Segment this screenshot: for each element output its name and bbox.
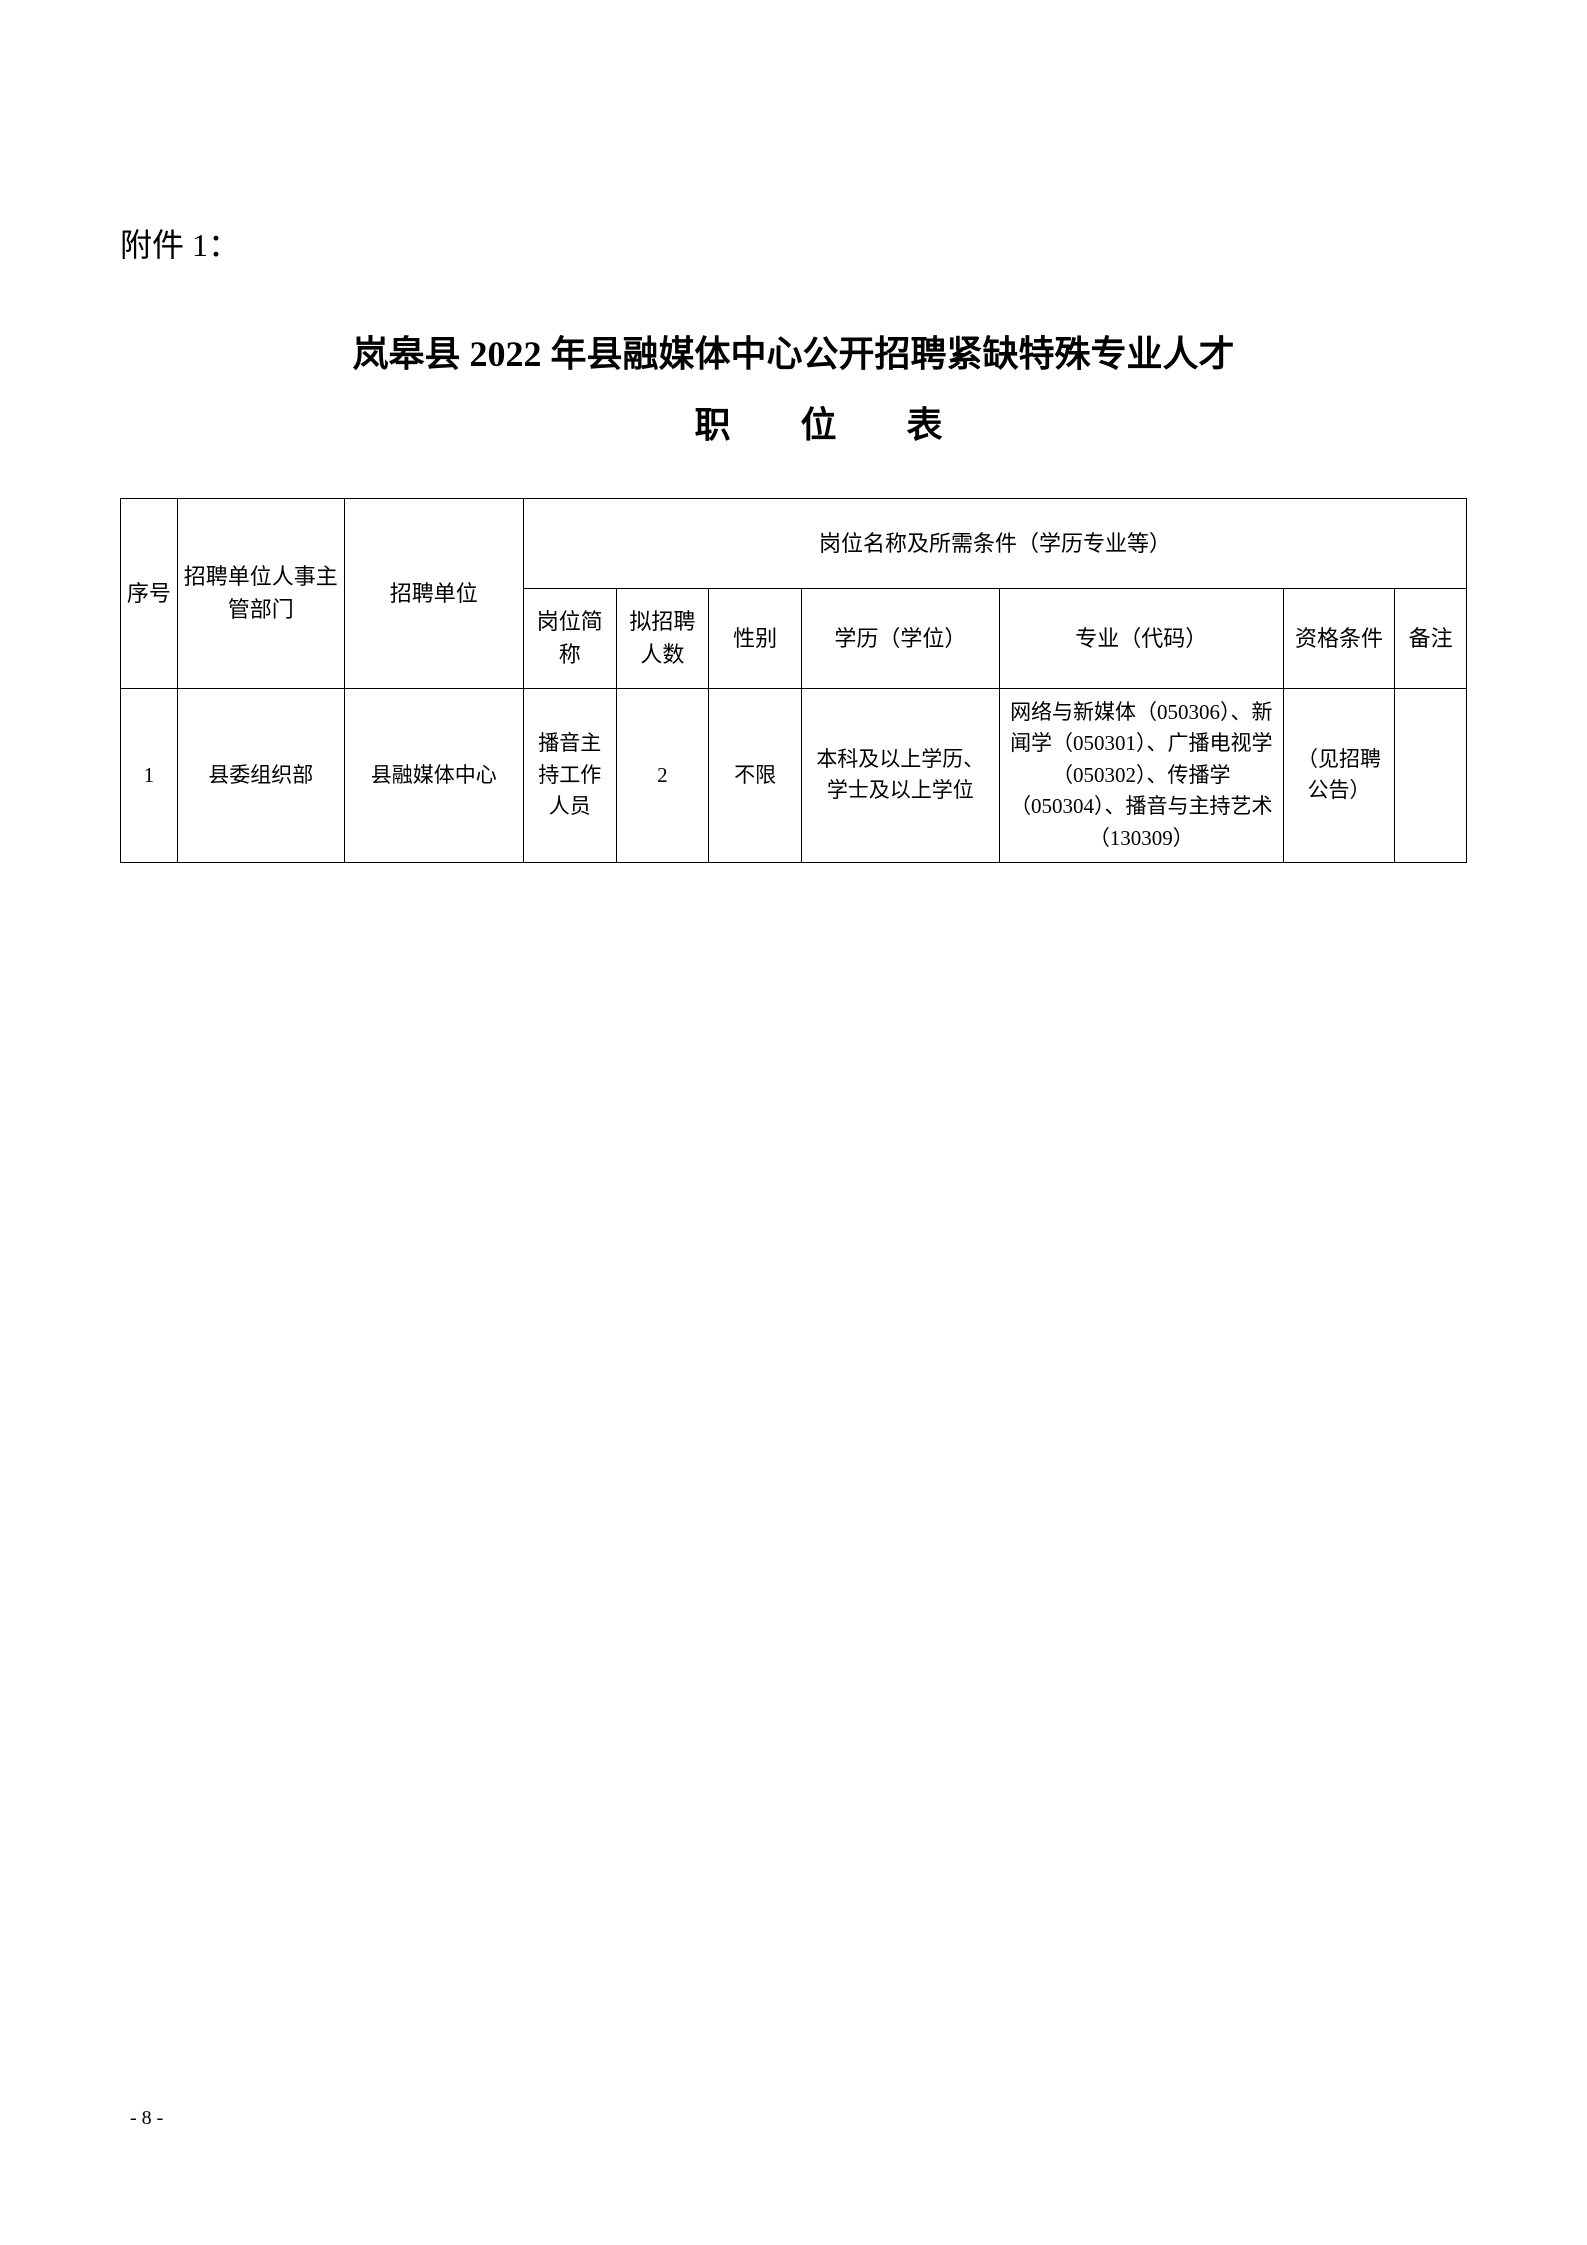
header-gender: 性别	[709, 588, 802, 688]
cell-unit: 县融媒体中心	[344, 688, 523, 863]
header-count: 拟招聘人数	[616, 588, 709, 688]
header-qualification: 资格条件	[1283, 588, 1394, 688]
cell-gender: 不限	[709, 688, 802, 863]
cell-count: 2	[616, 688, 709, 863]
document-title-line1: 岚皋县 2022 年县融媒体中心公开招聘紧缺特殊专业人才	[120, 326, 1467, 384]
cell-dept: 县委组织部	[177, 688, 344, 863]
cell-position: 播音主持工作人员	[523, 688, 616, 863]
header-position: 岗位简称	[523, 588, 616, 688]
cell-remark	[1395, 688, 1467, 863]
table-row: 1 县委组织部 县融媒体中心 播音主持工作人员 2 不限 本科及以上学历、学士及…	[121, 688, 1467, 863]
cell-major: 网络与新媒体（050306）、新闻学（050301）、广播电视学（050302）…	[999, 688, 1283, 863]
header-unit: 招聘单位	[344, 498, 523, 688]
header-conditions-group: 岗位名称及所需条件（学历专业等）	[523, 498, 1466, 588]
header-remark: 备注	[1395, 588, 1467, 688]
header-education: 学历（学位）	[801, 588, 999, 688]
table-header-row-1: 序号 招聘单位人事主管部门 招聘单位 岗位名称及所需条件（学历专业等）	[121, 498, 1467, 588]
attachment-label: 附件 1：	[120, 220, 1467, 266]
page-number: - 8 -	[130, 2107, 163, 2130]
document-title-line2: 职位表	[120, 396, 1467, 448]
header-dept: 招聘单位人事主管部门	[177, 498, 344, 688]
position-table: 序号 招聘单位人事主管部门 招聘单位 岗位名称及所需条件（学历专业等） 岗位简称…	[120, 498, 1467, 864]
cell-qualification: （见招聘公告）	[1283, 688, 1394, 863]
header-seq: 序号	[121, 498, 178, 688]
cell-education: 本科及以上学历、学士及以上学位	[801, 688, 999, 863]
header-major: 专业（代码）	[999, 588, 1283, 688]
cell-seq: 1	[121, 688, 178, 863]
